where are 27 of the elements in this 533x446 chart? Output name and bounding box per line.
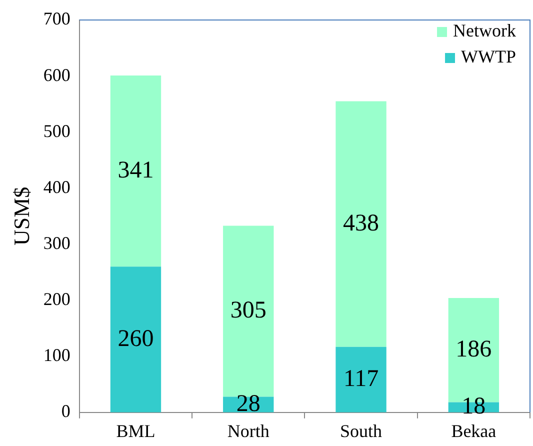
data-label: 28: [236, 390, 260, 417]
y-tick-label: 700: [43, 8, 70, 29]
y-axis-title: USM$: [8, 186, 34, 246]
data-label: 117: [343, 366, 379, 392]
bar: [110, 266, 162, 412]
bar: [336, 101, 386, 347]
x-tick-label: South: [340, 420, 382, 441]
x-tick-label: North: [227, 420, 270, 441]
bar: [336, 346, 386, 412]
bar: [223, 226, 274, 397]
y-tick-label: 600: [43, 64, 70, 85]
y-tick-label: 400: [43, 176, 70, 197]
y-tick-label: 100: [43, 345, 70, 366]
x-tick-label: Bekaa: [451, 420, 496, 441]
data-label: 438: [343, 210, 380, 236]
legend-label: Network: [453, 20, 516, 41]
data-label: 341: [118, 157, 154, 184]
legend-label: WWTP: [461, 46, 516, 67]
y-tick-label: 300: [43, 232, 70, 253]
x-tick-label: BML: [116, 420, 156, 441]
bar: [110, 75, 162, 267]
data-label: 305: [230, 298, 266, 324]
data-label: 260: [118, 326, 154, 352]
data-label: 186: [456, 336, 492, 362]
y-tick-label: 500: [43, 120, 70, 141]
y-tick-label: 200: [43, 289, 70, 310]
y-tick-label: 0: [61, 401, 70, 422]
